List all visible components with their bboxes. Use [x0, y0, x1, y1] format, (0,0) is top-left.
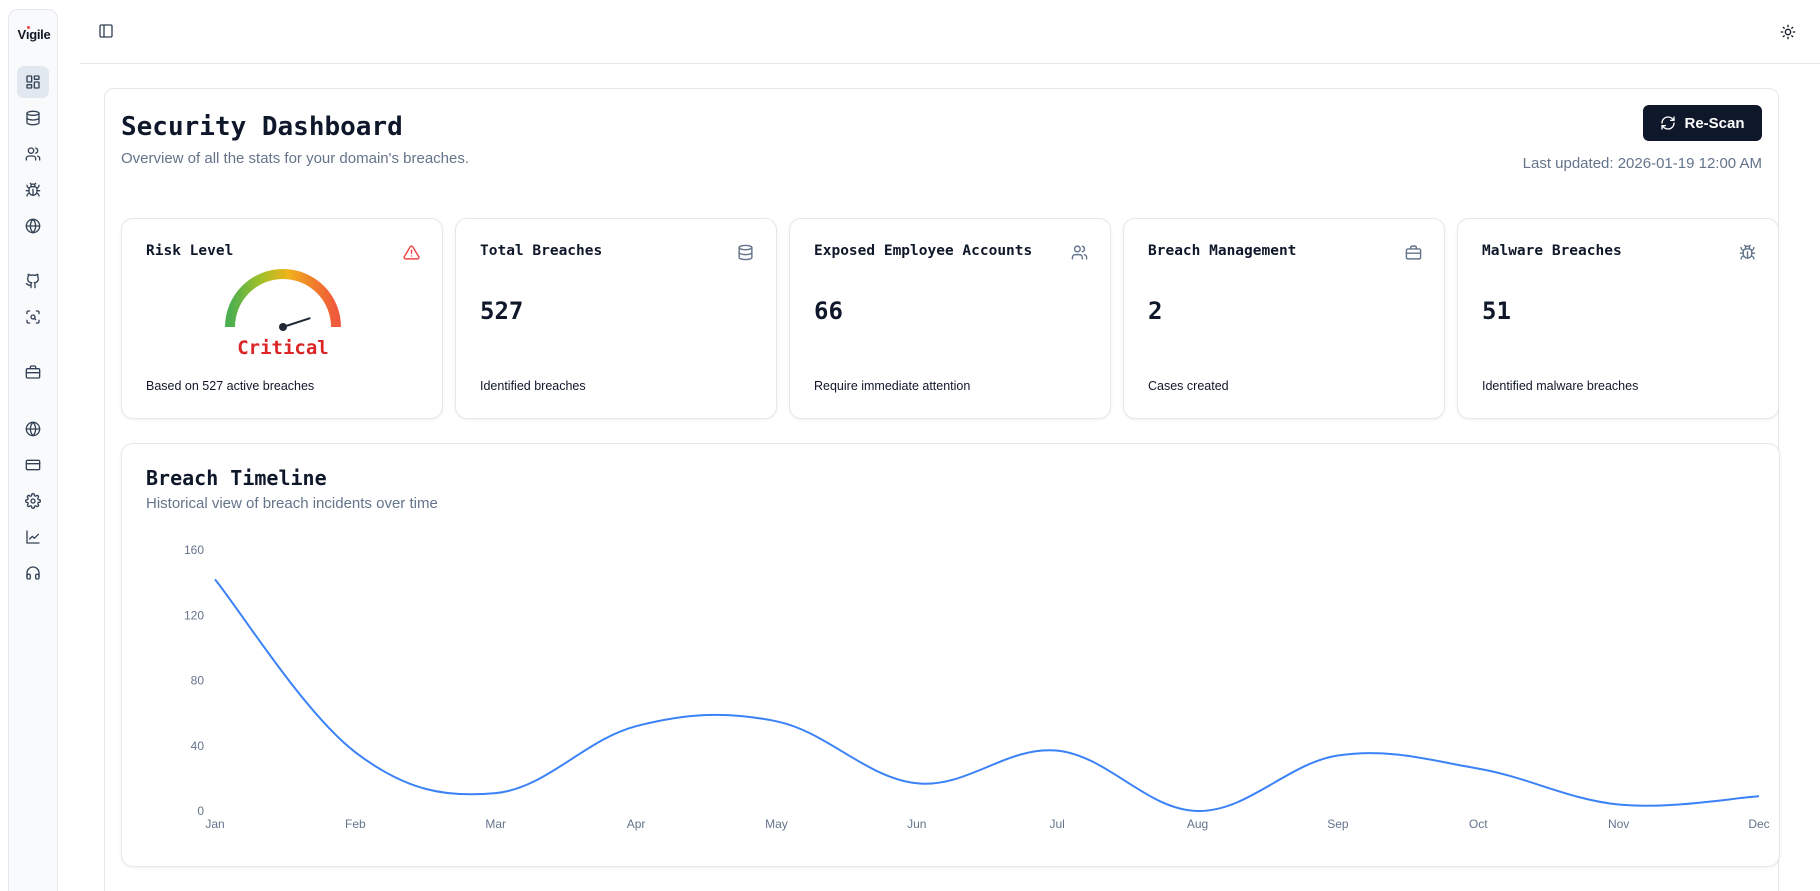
card-description: Cases created: [1148, 379, 1229, 393]
risk-level-value: Critical: [237, 337, 329, 359]
chart-line-icon: [26, 530, 40, 544]
risk-level-card: Risk Level Critical: [121, 218, 443, 419]
sidebar-item-support[interactable]: [17, 557, 49, 589]
y-tick-label: 80: [191, 674, 205, 688]
card-description: Require immediate attention: [814, 379, 971, 393]
card-value: 51: [1482, 297, 1511, 325]
rescan-label: Re-Scan: [1684, 114, 1745, 132]
x-tick-label: Sep: [1327, 817, 1349, 831]
card-description: Identified breaches: [480, 379, 586, 393]
page-title: Security Dashboard: [121, 112, 403, 142]
y-tick-label: 120: [184, 608, 204, 622]
breach-timeline-card: Breach Timeline Historical view of breac…: [121, 443, 1780, 867]
x-tick-label: Oct: [1469, 817, 1488, 831]
x-tick-label: Apr: [627, 817, 646, 831]
logo-dot: [26, 26, 30, 29]
users-icon: [1071, 244, 1088, 261]
sidebar-item-analytics[interactable]: [17, 521, 49, 553]
last-updated: Last updated: 2026-01-19 12:00 AM: [1522, 155, 1762, 172]
alert-triangle-icon: [403, 244, 420, 261]
refresh-icon: [1661, 116, 1676, 130]
sidebar: Vı gile: [8, 9, 58, 891]
page-subtitle: Overview of all the stats for your domai…: [121, 150, 470, 167]
y-tick-label: 160: [184, 543, 204, 557]
gauge-needle: [282, 317, 311, 328]
card-description: Based on 527 active breaches: [146, 379, 315, 393]
x-tick-label: Jan: [205, 817, 224, 831]
card-title: Breach Management: [1148, 243, 1297, 259]
users-icon: [25, 147, 41, 161]
y-tick-label: 40: [191, 739, 205, 753]
credit-card-icon: [25, 459, 41, 471]
x-tick-label: Jun: [907, 817, 926, 831]
card-title: Exposed Employee Accounts: [814, 243, 1033, 259]
x-tick-label: Mar: [485, 817, 506, 831]
database-icon: [26, 110, 40, 126]
card-value: 66: [814, 297, 843, 325]
breach-management-card: Breach Management 2 Cases created: [1123, 218, 1445, 419]
gear-icon: [25, 493, 41, 509]
bug-icon: [1739, 244, 1756, 261]
card-description: Identified malware breaches: [1482, 379, 1639, 393]
globe-icon: [25, 421, 41, 437]
x-tick-label: Jul: [1050, 817, 1065, 831]
layout-dashboard-icon: [26, 75, 40, 89]
malware-breaches-card: Malware Breaches 51 Identified malware b…: [1457, 218, 1779, 419]
briefcase-icon: [25, 365, 41, 379]
gauge-pivot: [279, 323, 287, 331]
database-icon: [737, 244, 754, 261]
series-line: [214, 578, 1760, 813]
sidebar-item-settings[interactable]: [17, 485, 49, 517]
sidebar-item-cases[interactable]: [17, 356, 49, 388]
theme-toggle-button[interactable]: [1778, 22, 1798, 42]
x-tick-label: Feb: [345, 817, 366, 831]
app-logo[interactable]: Vı gile: [17, 26, 51, 42]
sidebar-item-database[interactable]: [17, 102, 49, 134]
card-value: 2: [1148, 297, 1163, 325]
card-title: Risk Level: [146, 243, 234, 259]
bug-icon: [25, 182, 41, 197]
globe-icon: [25, 218, 41, 234]
sidebar-toggle-button[interactable]: [96, 21, 116, 41]
sidebar-item-users[interactable]: [17, 138, 49, 170]
card-title: Total Breaches: [480, 243, 603, 259]
sidebar-item-dashboard[interactable]: [17, 66, 49, 98]
breach-timeline-chart: 0 40 80 120 160 Jan Feb Mar Apr May Jun Jul Aug Sep Oc…: [184, 543, 1770, 831]
sidebar-item-malware[interactable]: [17, 174, 49, 206]
x-tick-label: Nov: [1608, 817, 1629, 831]
sidebar-item-billing[interactable]: [17, 449, 49, 481]
card-value: 527: [480, 297, 524, 325]
topbar: [80, 0, 1820, 64]
headphones-icon: [26, 566, 40, 580]
sidebar-item-web[interactable]: [17, 413, 49, 445]
risk-gauge: [225, 269, 341, 331]
panel-left-icon: [99, 24, 113, 38]
x-tick-label: Dec: [1748, 817, 1769, 831]
github-icon: [25, 273, 40, 289]
rescan-button[interactable]: Re-Scan: [1643, 105, 1762, 141]
y-tick-label: 0: [197, 804, 204, 818]
sidebar-item-scan[interactable]: [17, 301, 49, 333]
timeline-title: Breach Timeline: [146, 466, 327, 490]
sidebar-item-github[interactable]: [17, 265, 49, 297]
x-tick-label: May: [765, 817, 788, 831]
exposed-accounts-card: Exposed Employee Accounts 66 Require imm…: [789, 218, 1111, 419]
timeline-subtitle: Historical view of breach incidents over…: [146, 495, 438, 512]
sidebar-item-domains[interactable]: [17, 210, 49, 242]
sun-icon: [1780, 24, 1796, 40]
total-breaches-card: Total Breaches 527 Identified breaches: [455, 218, 777, 419]
x-tick-label: Aug: [1187, 817, 1208, 831]
dashboard-panel: Security Dashboard Overview of all the s…: [104, 88, 1780, 891]
briefcase-icon: [1405, 244, 1422, 261]
dashboard-content: Security Dashboard Overview of all the s…: [121, 89, 1780, 891]
scan-search-icon: [26, 310, 40, 324]
card-title: Malware Breaches: [1482, 243, 1622, 259]
